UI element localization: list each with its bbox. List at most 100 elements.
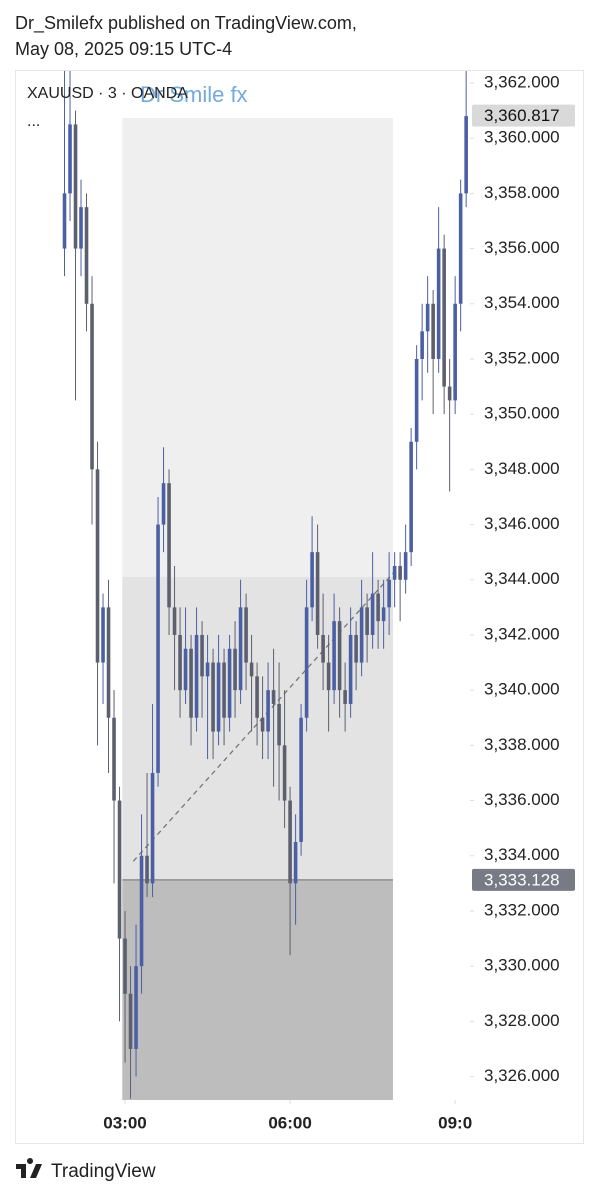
price-badge xyxy=(472,104,575,127)
candle-body xyxy=(123,938,127,994)
zone xyxy=(122,879,393,1100)
candle-body xyxy=(139,855,144,967)
header-line: Dr_Smilefx published on TradingView.com, xyxy=(15,13,357,34)
candle-body xyxy=(277,703,281,746)
y-tick-label: 3,330.000 xyxy=(484,956,560,975)
candle-body xyxy=(84,207,89,304)
candle-body xyxy=(288,800,292,884)
candles xyxy=(62,71,468,1099)
candle-body xyxy=(238,607,243,691)
y-tick-label: 3,338.000 xyxy=(484,735,560,754)
y-tick-label: 3,334.000 xyxy=(484,845,560,864)
candle-body xyxy=(95,469,100,663)
candle-body xyxy=(211,662,215,732)
zone xyxy=(122,576,393,880)
x-tick-label: 06:00 xyxy=(268,1113,311,1132)
candle-body xyxy=(315,552,320,635)
y-tick-label: 3,328.000 xyxy=(484,1011,560,1030)
candle-body xyxy=(321,634,325,663)
y-tick-label: 3,342.000 xyxy=(484,624,560,643)
price-badge-label: 3,333.128 xyxy=(484,870,560,889)
candle-body xyxy=(464,116,468,194)
candle-body xyxy=(189,648,193,718)
y-tick-label: 3,340.000 xyxy=(484,680,560,699)
zones xyxy=(122,118,396,1100)
candle-body xyxy=(117,800,122,939)
y-tick-label: 3,356.000 xyxy=(484,238,560,257)
watermark: Dr Smile fx xyxy=(140,82,248,107)
candle-body xyxy=(376,593,380,622)
candle-body xyxy=(458,193,463,304)
candle-body xyxy=(233,648,237,691)
candle-body xyxy=(293,841,298,884)
candle-body xyxy=(194,634,199,718)
candle-body xyxy=(172,607,177,635)
candle-body xyxy=(343,690,347,704)
candle-body xyxy=(310,552,314,608)
candle-body xyxy=(106,607,111,718)
candle-body xyxy=(79,207,83,249)
candle-body xyxy=(112,717,116,801)
candle-body xyxy=(73,124,78,249)
footer-logo: TradingView xyxy=(16,1158,156,1182)
candle-body xyxy=(134,966,138,1049)
candle-body xyxy=(304,607,309,718)
x-tick-label: 03:00 xyxy=(103,1113,146,1132)
candle-body xyxy=(332,621,336,691)
candle-body xyxy=(255,676,259,718)
candle-body xyxy=(447,386,452,401)
candle-body xyxy=(387,579,391,608)
y-tick-label: 3,336.000 xyxy=(484,790,560,809)
candle-body xyxy=(161,483,166,525)
candle-body xyxy=(68,124,72,194)
y-tick-label: 3,346.000 xyxy=(484,514,560,533)
candle-body xyxy=(436,248,441,359)
y-tick-label: 3,350.000 xyxy=(484,404,560,423)
axes: 3,326.000 3,328.000 3,330.000 3,332.000 3,33… xyxy=(103,72,575,1132)
candle-body xyxy=(200,634,204,677)
candle-body xyxy=(409,441,413,553)
candle-body xyxy=(271,690,276,704)
candle-body xyxy=(359,607,364,663)
candle-body xyxy=(227,648,232,718)
y-tick-label: 3,326.000 xyxy=(484,1066,560,1085)
candle-body xyxy=(403,552,408,580)
candle-body xyxy=(101,607,105,663)
footer-brand: TradingView xyxy=(51,1161,156,1182)
header-line: May 08, 2025 09:15 UTC-4 xyxy=(15,39,232,59)
candle-body xyxy=(183,648,188,691)
candle-body xyxy=(90,303,94,470)
candle-body xyxy=(222,662,226,718)
candle-body xyxy=(420,331,424,359)
logo-icon xyxy=(16,1158,42,1178)
candle-body xyxy=(398,565,402,580)
candle-body xyxy=(365,607,369,635)
candle-body xyxy=(167,483,171,608)
candle-body xyxy=(414,358,419,442)
candle-body xyxy=(370,593,375,635)
candle-body xyxy=(260,717,265,732)
candle-body xyxy=(156,524,160,773)
price-badge-label: 3,360.817 xyxy=(484,106,560,125)
candle-body xyxy=(431,303,435,359)
candle-body xyxy=(216,662,221,732)
candle-body xyxy=(299,717,303,842)
candle-body xyxy=(249,662,254,677)
candle-body xyxy=(128,993,133,1049)
y-tick-label: 3,360.000 xyxy=(484,128,560,147)
candle-body xyxy=(145,855,149,884)
candle-body xyxy=(392,565,397,580)
x-tick-label: 09:0 xyxy=(438,1113,472,1132)
y-tick-label: 3,344.000 xyxy=(484,569,560,588)
y-tick-label: 3,354.000 xyxy=(484,293,560,312)
y-tick-label: 3,332.000 xyxy=(484,900,560,919)
candle-body xyxy=(348,634,353,704)
candle-body xyxy=(62,193,67,249)
candle-body xyxy=(337,621,342,691)
y-tick-label: 3,348.000 xyxy=(484,459,560,478)
candle-body xyxy=(425,303,430,332)
price-badge xyxy=(472,868,575,891)
legend-menu[interactable]: ... xyxy=(27,113,40,130)
